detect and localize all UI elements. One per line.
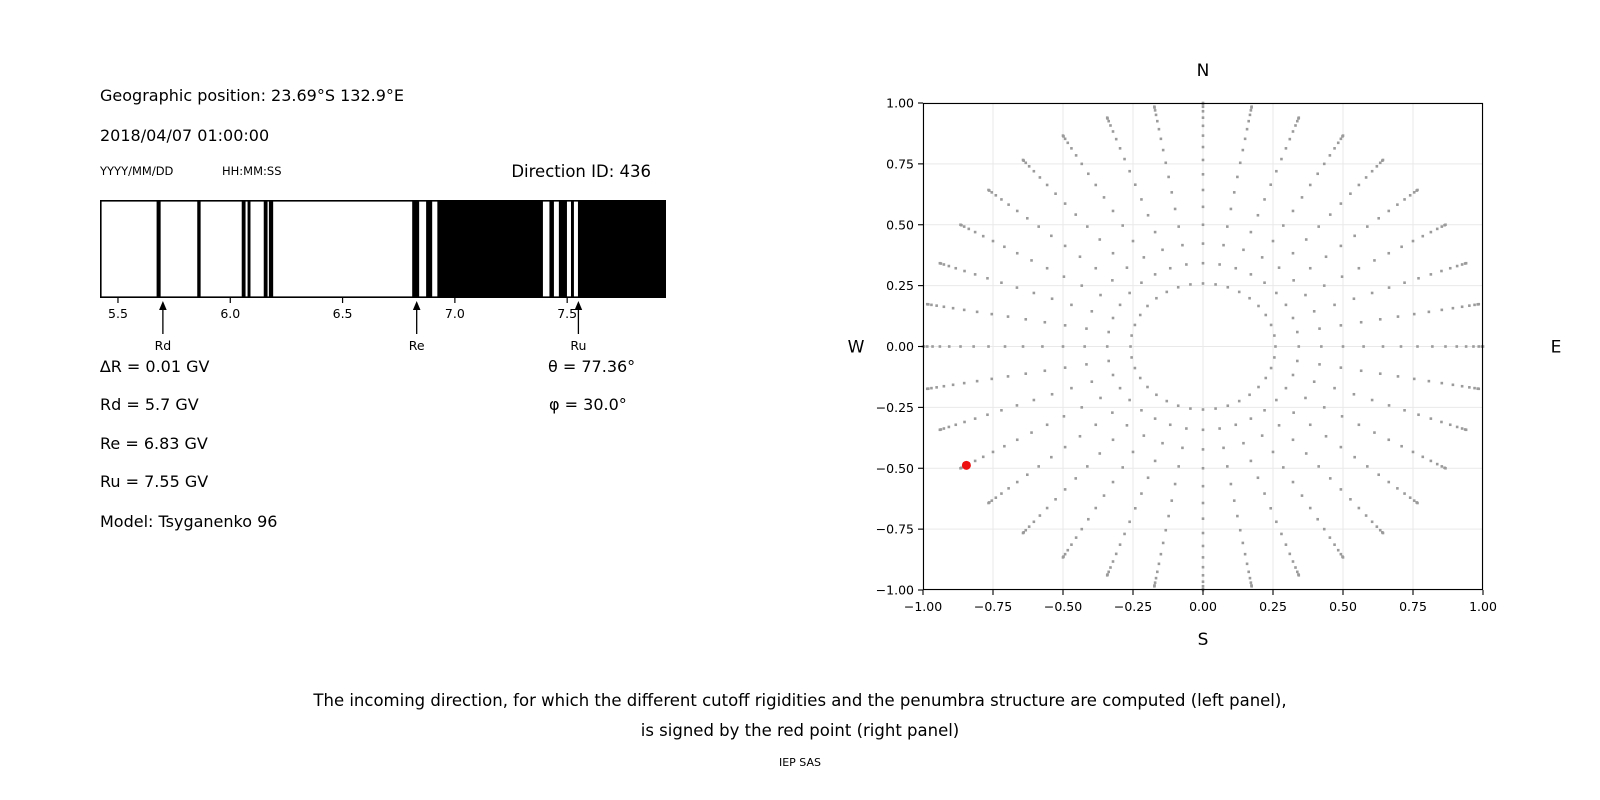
x-tick-label: −0.75 — [974, 599, 1012, 614]
penumbra-band — [241, 201, 246, 297]
direction-panel: −1.00 −0.75 −0.50 −0.25 0.00 0.25 0.50 0.75 1.00… — [848, 61, 1562, 650]
y-tick-label: 0.75 — [886, 156, 914, 171]
penumbra-tick-label: 5.5 — [108, 306, 128, 321]
penumbra-tick-label: 7.5 — [557, 306, 577, 321]
penumbra-band — [437, 201, 543, 297]
y-tick-label: 1.00 — [886, 96, 914, 111]
rd-value: Rd = 5.7 GV — [100, 395, 199, 414]
penumbra-annotations: Rd Re Ru — [155, 301, 586, 353]
annotation-rd: Rd — [155, 301, 172, 353]
annotation-arrow-head — [574, 301, 583, 310]
x-tick-label: 0.50 — [1329, 599, 1357, 614]
penumbra-tick-label: 7.0 — [445, 306, 465, 321]
y-axis: −1.00 −0.75 −0.50 −0.25 0.00 0.25 0.50 0.75 1.00 — [876, 96, 923, 598]
datetime-text: 2018/04/07 01:00:00 — [100, 126, 270, 145]
geographic-position-text: Geographic position: 23.69°S 132.9°E — [100, 86, 405, 105]
penumbra-panel: 5.5 6.0 6.5 7.0 7.5 Rd Re Ru — [100, 200, 670, 355]
penumbra-band — [263, 201, 268, 297]
direction-dots — [921, 101, 1485, 592]
direction-chart: −1.00 −0.75 −0.50 −0.25 0.00 0.25 0.50 0.75 1.00… — [848, 61, 1562, 650]
footer-credit: IEP SAS — [778, 756, 822, 769]
annotation-arrow-head — [412, 301, 421, 310]
caption-line-2: is signed by the red point (right panel) — [640, 721, 960, 740]
x-tick-label: −1.00 — [904, 599, 942, 614]
x-tick-label: 0.75 — [1399, 599, 1427, 614]
model-value: Model: Tsyganenko 96 — [100, 512, 278, 531]
time-format-label: HH:MM:SS — [222, 164, 282, 178]
theta-value: θ = 77.36° — [548, 357, 636, 376]
compass-label-east: E — [1551, 338, 1562, 358]
x-tick-label: 1.00 — [1469, 599, 1497, 614]
y-tick-label: −0.50 — [876, 461, 914, 476]
compass-label-west: W — [848, 338, 865, 358]
ru-value: Ru = 7.55 GV — [100, 472, 209, 491]
x-axis: −1.00 −0.75 −0.50 −0.25 0.00 0.25 0.50 0.75 1.00 — [904, 590, 1497, 614]
y-tick-label: −0.75 — [876, 522, 914, 537]
penumbra-band — [247, 201, 251, 297]
penumbra-tick-label: 6.5 — [333, 306, 353, 321]
penumbra-frame — [100, 200, 667, 299]
penumbra-tick-label: 6.0 — [220, 306, 240, 321]
x-tick-label: −0.50 — [1044, 599, 1082, 614]
annotation-label: Ru — [570, 338, 586, 353]
annotation-ru: Ru — [570, 301, 586, 353]
penumbra-band — [426, 201, 433, 297]
y-tick-label: 0.25 — [886, 278, 914, 293]
penumbra-band — [558, 201, 567, 297]
compass-label-north: N — [1197, 61, 1210, 81]
annotation-label: Rd — [155, 338, 172, 353]
penumbra-chart: 5.5 6.0 6.5 7.0 7.5 Rd Re Ru — [100, 200, 667, 353]
penumbra-band — [268, 201, 274, 297]
y-tick-label: −1.00 — [876, 583, 914, 598]
annotation-arrow-head — [159, 301, 167, 310]
penumbra-band — [197, 201, 201, 297]
annotation-label: Re — [409, 338, 425, 353]
penumbra-bars — [156, 201, 666, 297]
penumbra-band — [156, 201, 161, 297]
date-format-label: YYYY/MM/DD — [100, 164, 174, 178]
y-tick-label: −0.25 — [876, 400, 914, 415]
selected-direction-point — [961, 460, 971, 470]
re-value: Re = 6.83 GV — [100, 434, 208, 453]
direction-id-text: Direction ID: 436 — [511, 162, 651, 181]
caption-line-1: The incoming direction, for which the di… — [313, 691, 1287, 710]
x-tick-label: 0.00 — [1189, 599, 1217, 614]
plot-frame — [922, 102, 1484, 591]
penumbra-band — [549, 201, 554, 297]
phi-value: φ = 30.0° — [549, 395, 627, 414]
penumbra-band — [570, 201, 574, 297]
delta-r-value: ∆R = 0.01 GV — [100, 357, 210, 376]
y-tick-label: 0.50 — [886, 217, 914, 232]
compass-label-south: S — [1198, 630, 1209, 650]
penumbra-x-axis: 5.5 6.0 6.5 7.0 7.5 — [108, 298, 577, 321]
x-tick-label: 0.25 — [1259, 599, 1287, 614]
penumbra-band — [412, 201, 420, 297]
annotation-re: Re — [409, 301, 425, 353]
y-tick-label: 0.00 — [886, 339, 914, 354]
x-tick-label: −0.25 — [1114, 599, 1152, 614]
penumbra-band — [577, 201, 666, 297]
